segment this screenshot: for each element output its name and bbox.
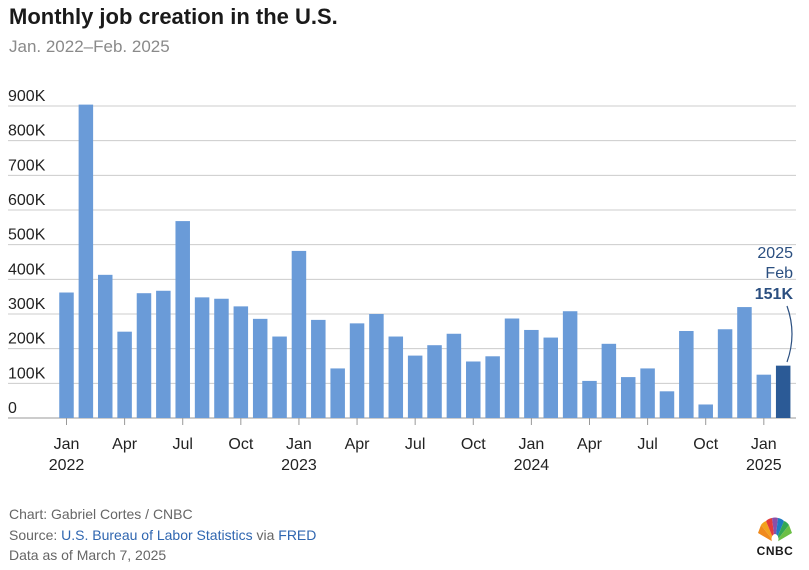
x-tick-month: Jul: [405, 436, 425, 453]
logo-text: CNBC: [756, 544, 794, 558]
x-tick-year: 2025: [746, 457, 782, 474]
bar-jun-2022: [156, 290, 171, 418]
bar-apr-2024: [582, 380, 597, 418]
y-tick-label: 300K: [8, 296, 46, 313]
bar-aug-2023: [427, 345, 442, 418]
bar-sep-2022: [214, 298, 229, 418]
bar-jun-2024: [620, 377, 636, 418]
bar-jan-2024: [524, 329, 539, 418]
y-tick-label: 800K: [8, 123, 46, 140]
x-tick-month: Oct: [228, 436, 253, 453]
bar-mar-2023: [330, 368, 345, 418]
annotation-month: Feb: [765, 265, 793, 282]
y-tick-label: 100K: [8, 365, 46, 382]
bar-dec-2024: [737, 307, 752, 418]
bar-oct-2024: [698, 404, 713, 418]
bar-sep-2024: [679, 330, 694, 418]
bar-feb-2024: [543, 337, 558, 418]
bar-may-2023: [369, 314, 384, 418]
bar-apr-2022: [117, 331, 132, 418]
bar-nov-2023: [485, 356, 500, 418]
bar-mar-2024: [562, 311, 578, 418]
y-tick-label: 700K: [8, 157, 46, 174]
annotation-leader-line: [786, 305, 793, 363]
x-tick-year: 2023: [281, 457, 317, 474]
x-tick-year: 2022: [49, 457, 85, 474]
y-tick-label: 500K: [8, 227, 46, 244]
bar-aug-2022: [194, 297, 210, 418]
y-tick-label: 900K: [8, 88, 46, 105]
x-tick-month: Jan: [54, 436, 80, 453]
bar-jan-2023: [291, 250, 307, 418]
bar-dec-2022: [272, 336, 287, 418]
x-tick-month: Jan: [518, 436, 544, 453]
bar-jan-2022: [59, 292, 74, 418]
bar-chart: 0 100K 200K 300K 400K 500K 600K 700K 800K 900K Ja…: [8, 88, 796, 474]
x-tick-month: Jan: [286, 436, 312, 453]
y-axis-tick-labels: 0 100K 200K 300K 400K 500K 600K 700K 800K 900K: [8, 88, 46, 417]
bar-may-2022: [136, 293, 152, 418]
x-axis-tick-labels: Jan 2022 Apr Jul Oct Jan 2023 Apr Jul Oct Jan 2024 A…: [49, 418, 782, 474]
bars: [59, 104, 791, 419]
x-tick-month: Jul: [172, 436, 192, 453]
x-tick-month: Oct: [461, 436, 486, 453]
bar-nov-2024: [717, 329, 733, 418]
chart-credit: Chart: Gabriel Cortes / CNBC: [9, 506, 193, 522]
y-tick-label: 200K: [8, 331, 46, 348]
x-tick-month: Oct: [693, 436, 718, 453]
x-tick-month: Jul: [637, 436, 657, 453]
cnbc-logo: CNBC: [752, 515, 798, 559]
bar-dec-2023: [504, 318, 520, 418]
bar-mar-2022: [97, 274, 113, 418]
source-via: via: [252, 527, 279, 543]
bar-jul-2022: [175, 221, 190, 418]
x-tick-year: 2024: [514, 457, 550, 474]
y-tick-label: 0: [8, 400, 17, 417]
bar-feb-2025: [775, 365, 791, 418]
x-tick-month: Apr: [345, 436, 371, 453]
x-tick-month: Jan: [751, 436, 777, 453]
annotation-year: 2025: [757, 245, 793, 262]
chart-title: Monthly job creation in the U.S.: [9, 4, 338, 29]
data-as-of: Data as of March 7, 2025: [9, 547, 167, 563]
bar-jan-2025: [756, 374, 772, 418]
cnbc-peacock-icon: [758, 517, 792, 544]
bar-aug-2024: [659, 391, 675, 418]
bar-oct-2022: [233, 306, 249, 418]
bar-jul-2024: [640, 368, 655, 418]
y-tick-label: 400K: [8, 261, 46, 278]
source-line: Source: U.S. Bureau of Labor Statistics …: [9, 527, 316, 543]
bar-feb-2023: [311, 319, 326, 418]
annotation-value: 151K: [755, 286, 794, 303]
bar-oct-2023: [466, 361, 481, 418]
source-link-fred[interactable]: FRED: [278, 527, 317, 543]
bar-may-2024: [601, 343, 617, 418]
chart-subtitle: Jan. 2022–Feb. 2025: [9, 37, 170, 56]
x-tick-month: Apr: [112, 436, 138, 453]
annotation-feb-2025: 2025 Feb 151K: [755, 245, 794, 363]
source-prefix: Source:: [9, 527, 62, 543]
bar-jun-2023: [388, 336, 404, 418]
bar-jul-2023: [407, 355, 423, 418]
y-tick-label: 600K: [8, 192, 46, 209]
x-tick-month: Apr: [577, 436, 603, 453]
bar-sep-2023: [446, 333, 462, 418]
bar-nov-2022: [252, 318, 268, 418]
bar-apr-2023: [349, 323, 365, 418]
source-link-bls[interactable]: U.S. Bureau of Labor Statistics: [61, 527, 253, 543]
bar-feb-2022: [78, 104, 94, 419]
